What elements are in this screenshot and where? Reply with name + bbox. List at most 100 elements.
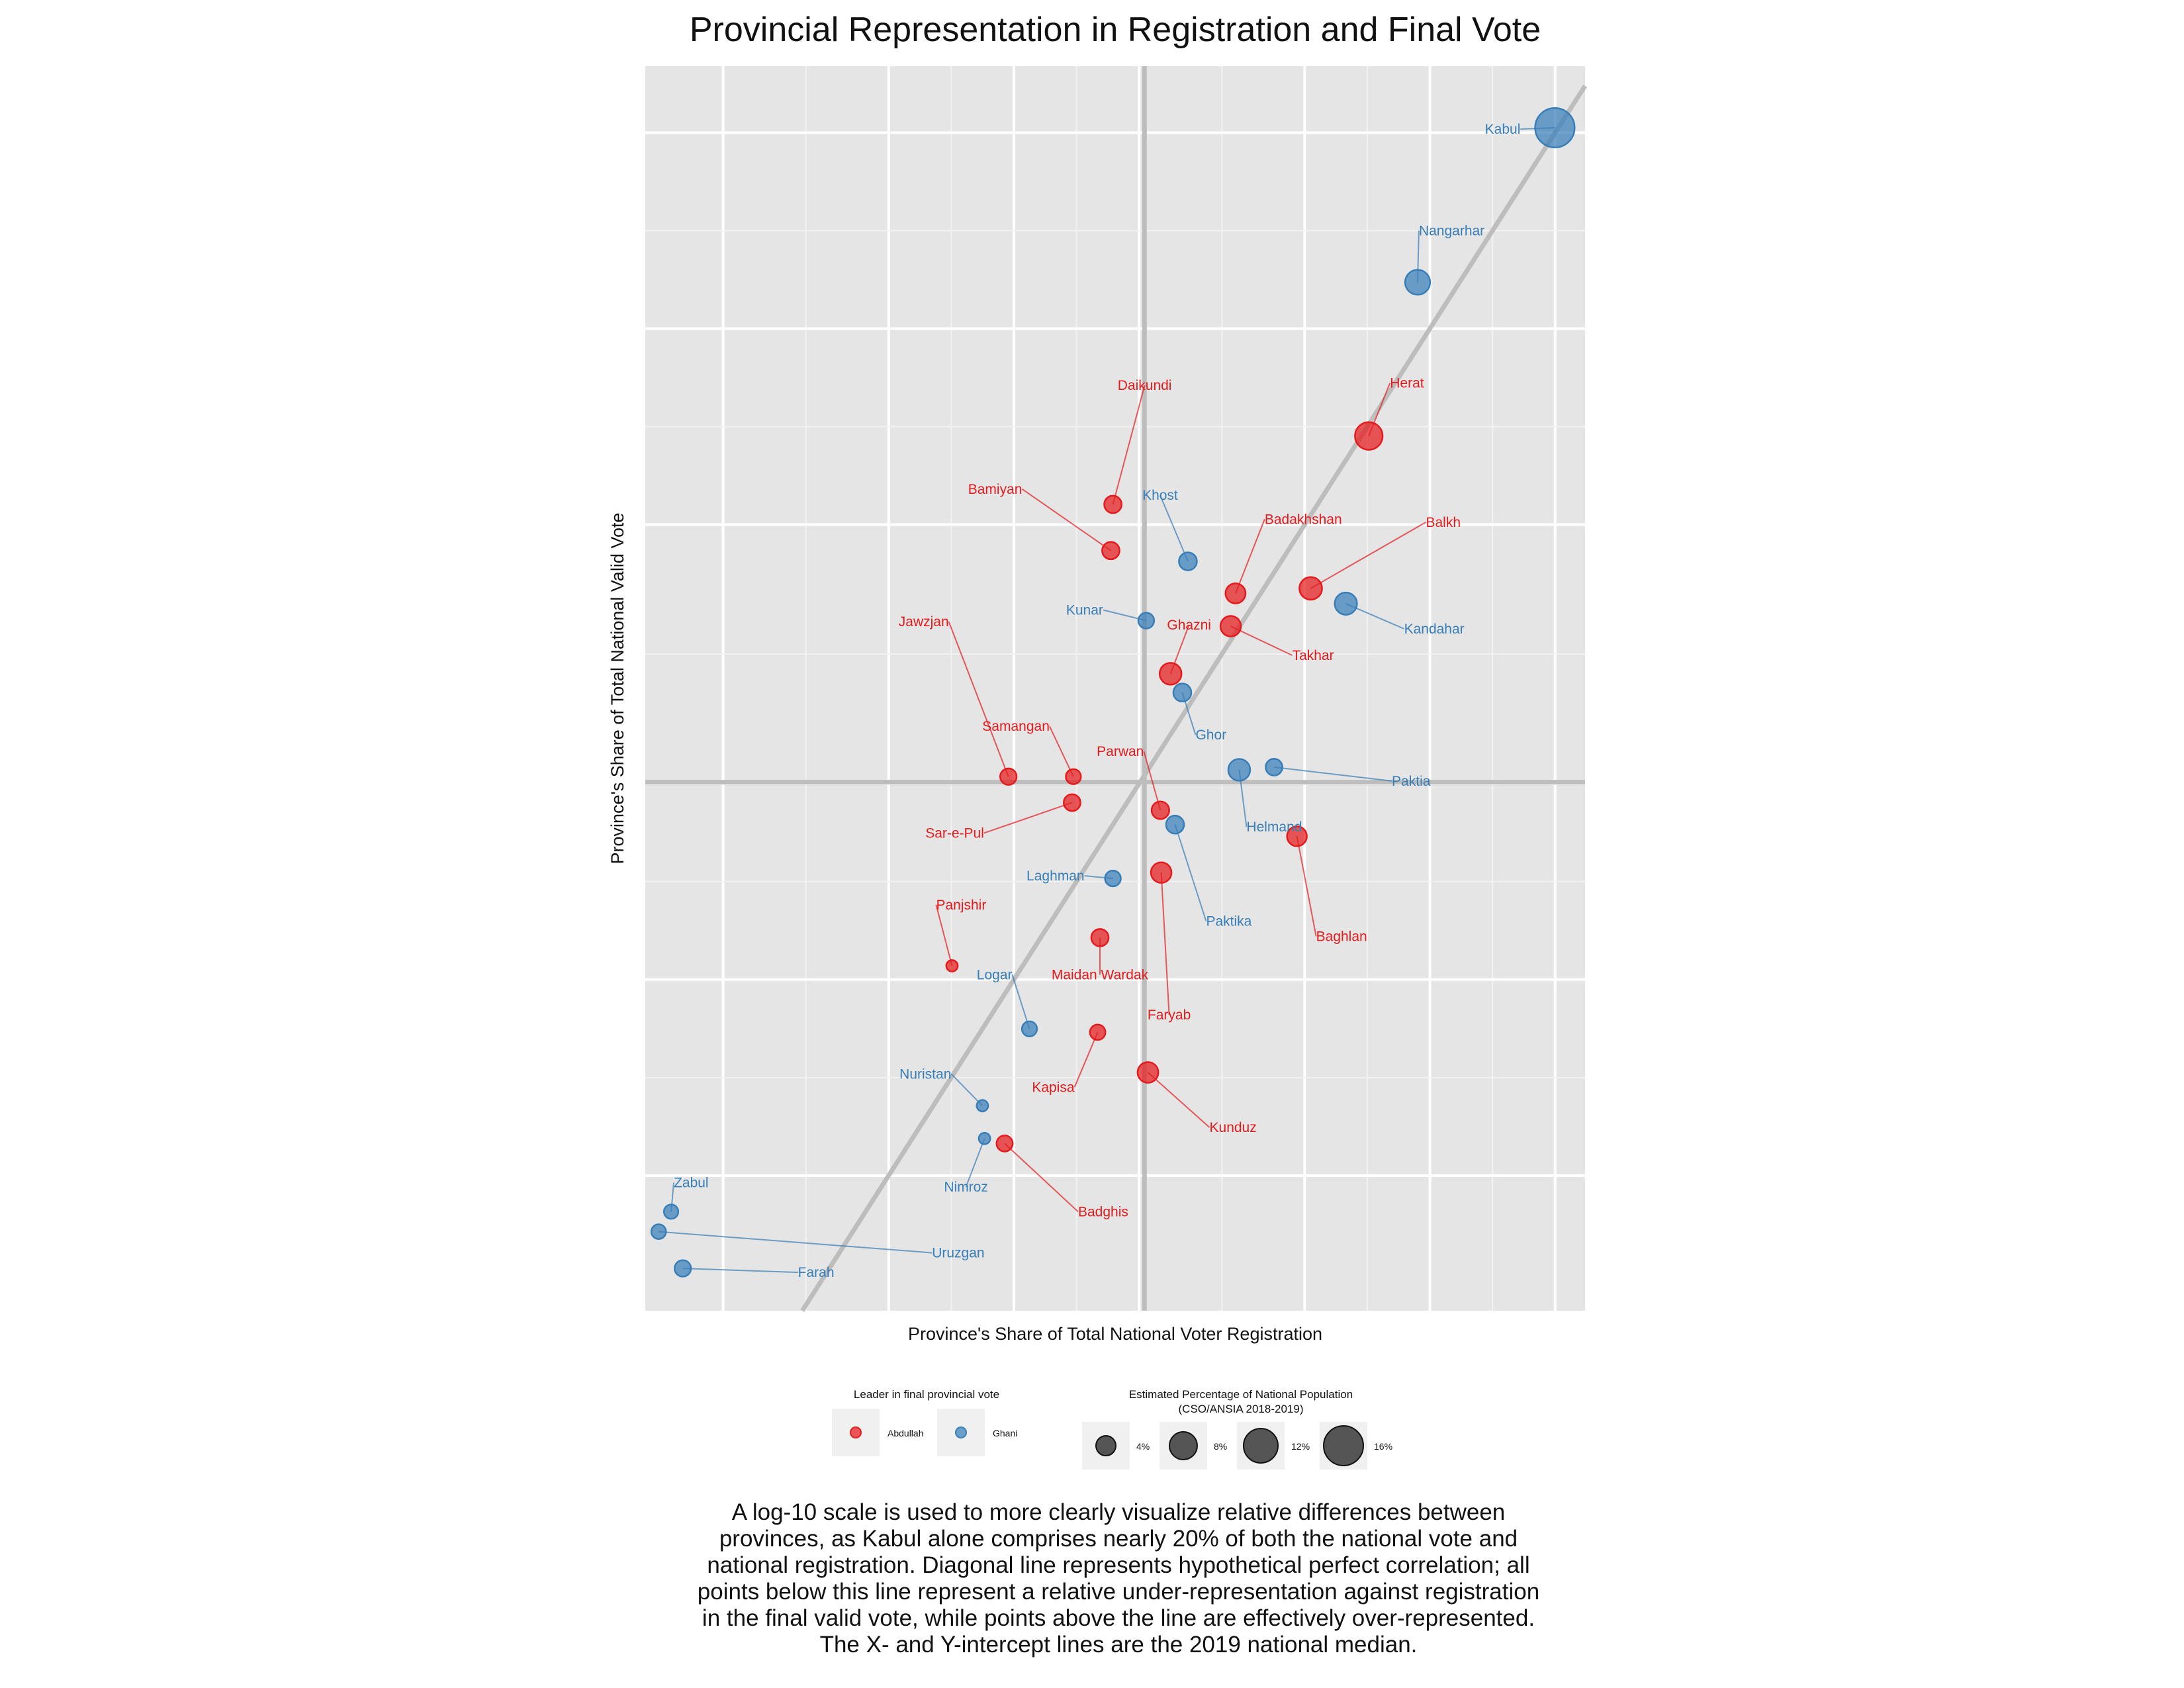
leader-line (983, 802, 1073, 834)
diagonal-reference-line (800, 84, 1587, 1312)
data-point (1090, 928, 1110, 947)
data-point (999, 767, 1018, 786)
legend-key-abdullah (850, 1427, 862, 1438)
leader-line (1004, 1143, 1079, 1213)
legend-size-key-4 (1095, 1435, 1116, 1456)
point-label: Uruzgan (932, 1246, 984, 1261)
leader-line (1230, 626, 1293, 656)
point-label: Faryab (1148, 1008, 1191, 1023)
data-point (1172, 682, 1193, 703)
data-point (1158, 662, 1183, 686)
data-point (1227, 758, 1251, 782)
data-point (1150, 861, 1173, 884)
point-label: Nuristan (899, 1066, 951, 1082)
leader-line (1143, 751, 1161, 811)
point-label: Bamiyan (968, 482, 1023, 497)
reference-lines (645, 66, 1587, 1312)
point-labels: Kabul Herat Nangarhar Balkh Kandahar Ghazni He… (674, 122, 1520, 1280)
point-label: Ghor (1195, 727, 1226, 743)
data-points (650, 107, 1576, 1278)
legend-key-ghani (955, 1427, 967, 1438)
data-point (1150, 800, 1170, 820)
point-label: Takhar (1293, 648, 1334, 663)
legend-color-title: Leader in final provincial vote (854, 1388, 999, 1401)
data-point (1219, 615, 1242, 637)
data-point (1334, 591, 1358, 616)
data-point (1404, 269, 1432, 296)
label-leader-lines (659, 126, 1555, 1274)
x-axis-label: Province's Share of Total National Voter… (908, 1324, 1322, 1344)
data-point (1165, 814, 1185, 835)
legend-label-ghani: Ghani (993, 1428, 1017, 1438)
legend-size-title: Estimated Percentage of National Populat… (1129, 1388, 1353, 1401)
data-point (1224, 583, 1247, 604)
point-label: Paktika (1206, 914, 1251, 929)
point-label: Khost (1142, 488, 1178, 503)
data-point (945, 959, 959, 972)
leader-line (1048, 726, 1074, 777)
point-label: Paktia (1392, 774, 1431, 789)
legend-color: Leader in final provincial vote Abdullah… (832, 1388, 1017, 1456)
point-label: Kunduz (1210, 1120, 1257, 1135)
leader-line (1112, 385, 1146, 505)
point-label: Herat (1390, 376, 1424, 391)
data-point (1534, 107, 1576, 149)
leader-line (1160, 494, 1189, 562)
leader-line (1310, 521, 1426, 589)
point-label: Samangan (982, 719, 1050, 734)
chart-caption: A log-10 scale is used to more clearly v… (697, 1499, 1540, 1658)
point-label: Nimroz (944, 1180, 988, 1195)
legend-size-subtitle: (CSO/ANSIA 2018-2019) (1179, 1403, 1304, 1415)
point-label: Sar-e-Pul (925, 825, 984, 841)
data-point (663, 1203, 680, 1220)
point-label: Kabul (1485, 122, 1521, 137)
leader-line (1174, 824, 1207, 922)
point-label: Kunar (1066, 603, 1103, 618)
leader-line (948, 621, 1009, 777)
data-point (1101, 541, 1120, 561)
leader-line (1073, 1032, 1099, 1088)
legend-size-label-12: 12% (1291, 1441, 1310, 1452)
data-point (978, 1131, 991, 1145)
data-point (995, 1135, 1014, 1152)
data-point (976, 1099, 989, 1113)
point-label: Kapisa (1032, 1080, 1075, 1095)
data-point (674, 1259, 692, 1278)
point-label: Zabul (674, 1175, 709, 1190)
legend-size: Estimated Percentage of National Populat… (1082, 1388, 1392, 1470)
data-point (1136, 1061, 1160, 1084)
point-label: Parwan (1097, 744, 1144, 759)
leader-line (1147, 1072, 1210, 1128)
legend-size-label-8: 8% (1214, 1441, 1227, 1452)
data-point (1286, 825, 1308, 847)
point-label: Balkh (1426, 515, 1461, 530)
data-point (1103, 494, 1122, 514)
point-label: Panjshir (936, 898, 986, 913)
leader-line (950, 1073, 983, 1107)
data-point (650, 1223, 667, 1240)
leader-line (935, 904, 953, 966)
data-point (1298, 576, 1323, 601)
chart-title: Provincial Representation in Registratio… (690, 11, 1541, 49)
data-point (1089, 1023, 1107, 1041)
point-label: Badghis (1078, 1204, 1128, 1219)
legend-size-label-4: 4% (1136, 1441, 1150, 1452)
leader-line (965, 1138, 985, 1188)
leader-line (1296, 836, 1317, 937)
point-label: Laghman (1026, 868, 1085, 884)
data-point (1137, 612, 1156, 630)
y-axis-label: Province's Share of Total National Valid… (608, 513, 627, 865)
point-label: Jawzjan (899, 614, 949, 630)
leader-line (1160, 872, 1170, 1015)
leader-line (682, 1268, 798, 1274)
point-label: Nangarhar (1419, 223, 1484, 238)
data-point (1021, 1020, 1038, 1037)
legend-label-abdullah: Abdullah (887, 1428, 924, 1438)
point-label: Kandahar (1404, 622, 1465, 637)
legend-size-key-16 (1323, 1425, 1364, 1466)
point-label: Helmand (1246, 820, 1302, 835)
data-point (1178, 551, 1198, 571)
data-point (1063, 793, 1081, 812)
data-point (1104, 869, 1122, 888)
